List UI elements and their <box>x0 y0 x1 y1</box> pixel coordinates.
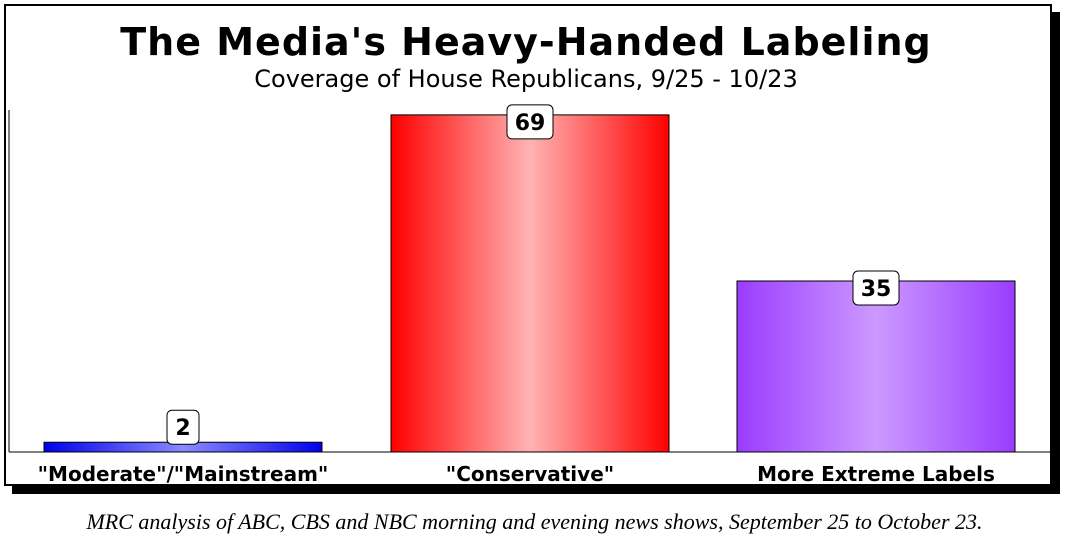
bar-1 <box>390 114 670 453</box>
category-label-0: "Moderate"/"Mainstream" <box>38 462 329 486</box>
value-label-box-0 <box>166 409 200 445</box>
value-label-box-1 <box>506 104 554 140</box>
value-label-1: 69 <box>515 111 546 136</box>
source-caption: MRC analysis of ABC, CBS and NBC morning… <box>86 509 983 534</box>
value-label-2: 35 <box>861 277 892 302</box>
chart-title: The Media's Heavy-Handed Labeling <box>120 20 932 64</box>
bar-2 <box>736 280 1016 453</box>
category-label-1: "Conservative" <box>446 462 614 486</box>
value-label-0: 2 <box>175 416 190 441</box>
category-label-2: More Extreme Labels <box>757 462 995 486</box>
chart-subtitle: Coverage of House Republicans, 9/25 - 10… <box>254 65 798 93</box>
value-label-box-2 <box>852 270 900 306</box>
